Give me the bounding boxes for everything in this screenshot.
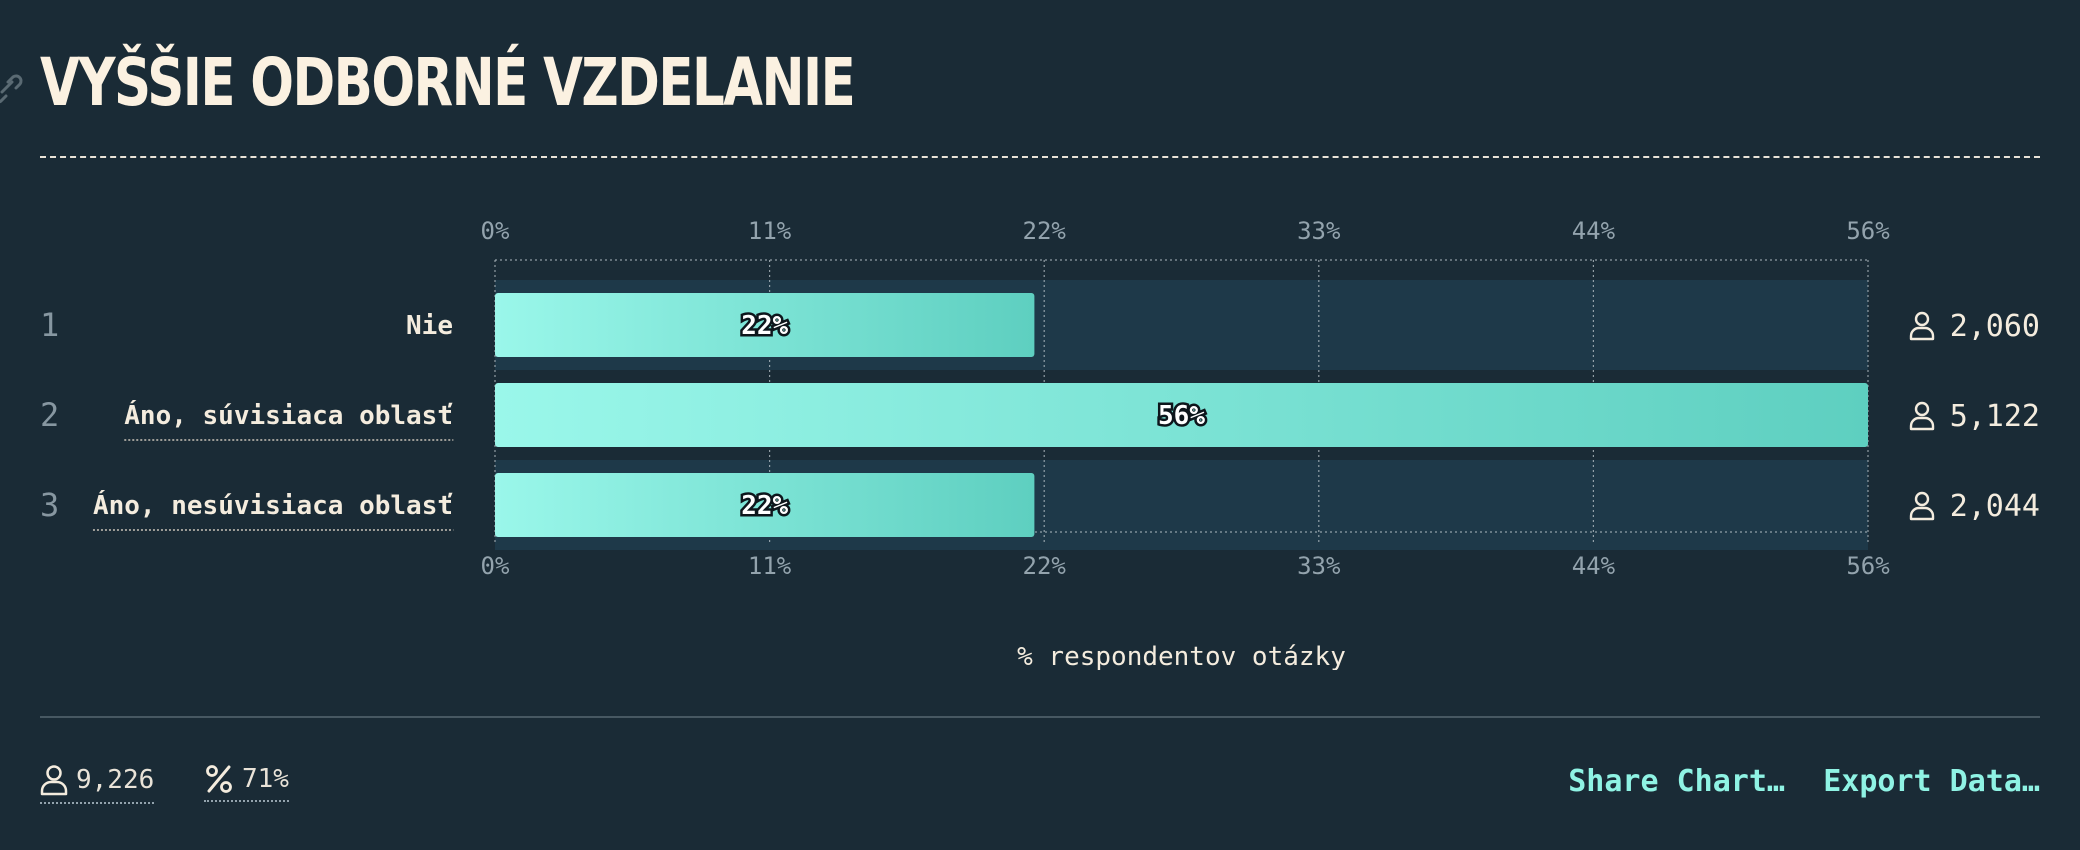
percent-icon <box>206 765 232 793</box>
bar-value-label: 22% <box>741 491 788 521</box>
x-tick-label-bottom: 33% <box>1297 552 1341 580</box>
respondent-count: 2,060 <box>1950 309 2040 344</box>
page-title: VYŠŠIE ODBORNÉ VZDELANIE <box>40 44 856 121</box>
bar <box>495 383 1868 447</box>
x-tick-label-top: 33% <box>1297 217 1341 245</box>
x-axis-title: % respondentov otázky <box>1017 642 1346 670</box>
x-tick-label-top: 0% <box>481 217 510 245</box>
response-rate-stat[interactable]: 71% <box>204 764 289 802</box>
respondent-count: 5,122 <box>1950 399 2040 434</box>
bar <box>495 293 1035 357</box>
x-tick-label-top: 44% <box>1572 217 1616 245</box>
x-tick-label-top: 11% <box>748 217 792 245</box>
person-icon <box>1909 401 1935 431</box>
x-tick-label-top: 56% <box>1846 217 1890 245</box>
category-label: Áno, súvisiaca oblasť <box>124 399 453 431</box>
x-tick-label-top: 22% <box>1023 217 1067 245</box>
bar-value-label: 56% <box>1158 401 1205 431</box>
link-icon[interactable] <box>0 70 24 104</box>
person-icon <box>1909 311 1935 341</box>
category-label: Nie <box>406 311 453 341</box>
respondents-count: 9,226 <box>76 765 155 795</box>
x-tick-label-bottom: 11% <box>748 552 792 580</box>
export-data-link[interactable]: Export Data… <box>1823 764 2040 799</box>
share-chart-link[interactable]: Share Chart… <box>1568 764 1785 799</box>
respondents-stat[interactable]: 9,226 <box>40 764 155 804</box>
response-rate: 71% <box>242 764 289 794</box>
bar-value-label: 22% <box>741 311 788 341</box>
row-number: 3 <box>40 486 59 524</box>
footer-divider <box>40 716 2040 718</box>
x-tick-label-bottom: 22% <box>1023 552 1067 580</box>
row-number: 1 <box>40 306 59 344</box>
bar-chart: 0% 0% 11% 11% 22% 22% 33% 33% 44% 44% 56% 56% 22% 1 Ni… <box>40 217 2040 670</box>
person-icon <box>40 765 68 796</box>
bar <box>495 473 1035 537</box>
title-divider <box>40 156 2040 158</box>
respondent-count: 2,044 <box>1950 489 2040 524</box>
category-label: Áno, nesúvisiaca oblasť <box>93 489 453 521</box>
x-tick-label-bottom: 44% <box>1572 552 1616 580</box>
x-tick-label-bottom: 0% <box>481 552 510 580</box>
x-tick-label-bottom: 56% <box>1846 552 1890 580</box>
person-icon <box>1909 491 1935 521</box>
row-number: 2 <box>40 396 59 434</box>
